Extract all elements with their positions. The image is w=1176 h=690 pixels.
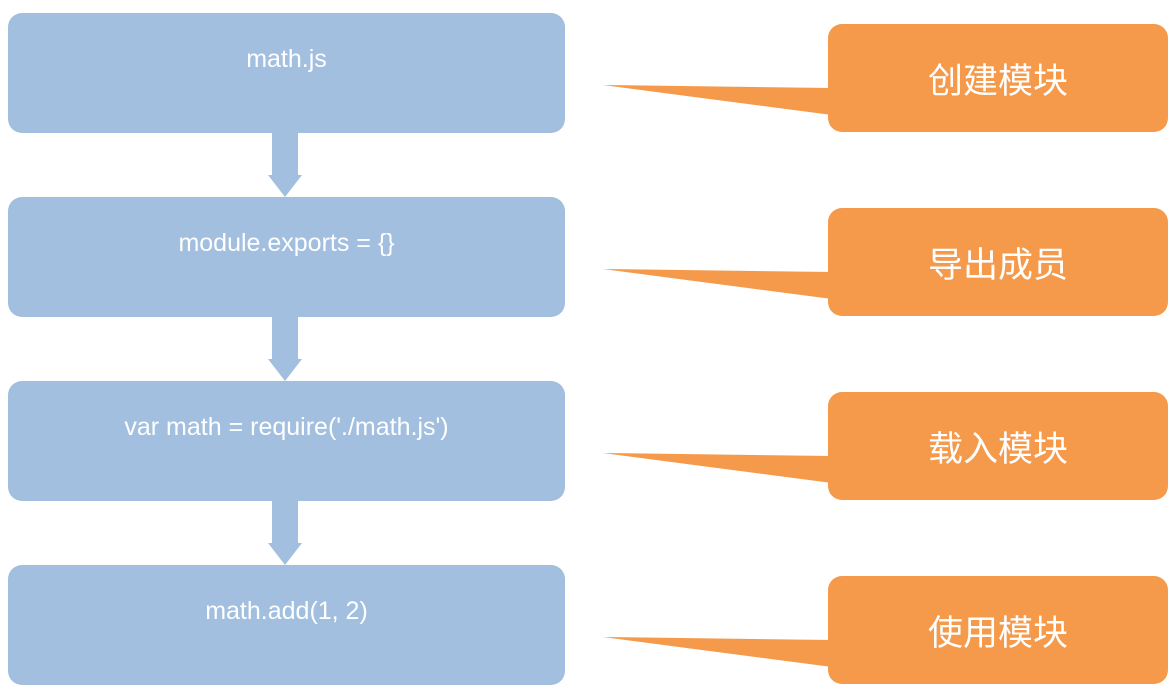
- callout-load-module: 载入模块: [828, 392, 1168, 500]
- step-code: math.add(1, 2): [205, 596, 368, 625]
- step-box-export: module.exports = {}: [8, 197, 565, 317]
- callout-label: 使用模块: [927, 613, 1068, 654]
- callout-pointer-4: [603, 637, 832, 667]
- callout-pointer-2: [603, 269, 832, 299]
- callout-label: 导出成员: [927, 245, 1068, 286]
- step-box-create: math.js: [8, 13, 565, 133]
- down-arrow-2: [268, 317, 302, 381]
- down-arrow-1: [268, 133, 302, 197]
- callout-label: 创建模块: [927, 61, 1068, 102]
- callout-create-module: 创建模块: [828, 24, 1168, 132]
- callout-use-module: 使用模块: [828, 576, 1168, 684]
- step-code: var math = require('./math.js'): [124, 412, 449, 441]
- callout-label: 载入模块: [927, 429, 1068, 470]
- step-code: module.exports = {}: [178, 228, 395, 257]
- step-box-require: var math = require('./math.js'): [8, 381, 565, 501]
- callout-pointer-3: [603, 453, 832, 483]
- callout-pointer-1: [603, 85, 832, 115]
- callout-export-members: 导出成员: [828, 208, 1168, 316]
- step-box-use: math.add(1, 2): [8, 565, 565, 685]
- step-code: math.js: [246, 44, 327, 73]
- down-arrow-3: [268, 501, 302, 565]
